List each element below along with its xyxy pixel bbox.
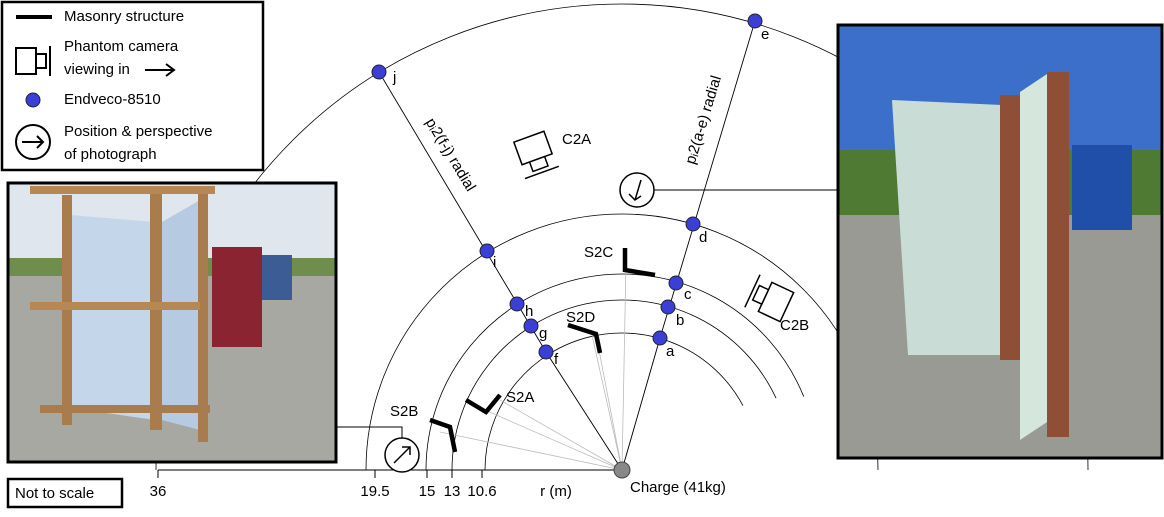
masonry-wall	[466, 395, 500, 412]
photo-wall	[892, 100, 1002, 355]
sight-line	[592, 335, 622, 470]
range-arc	[366, 214, 878, 470]
photo-timber	[198, 192, 208, 442]
sensor	[539, 345, 553, 359]
sensor-label: g	[539, 325, 547, 342]
legend-camera-icon	[16, 48, 36, 74]
legend: Masonry structure Phantom camera viewing…	[2, 2, 263, 170]
sight-line	[440, 432, 622, 470]
charge	[614, 462, 630, 478]
camera	[512, 131, 559, 179]
sensor	[661, 300, 675, 314]
photo-red-box	[212, 247, 262, 347]
axis-tick-label: 10.6	[467, 483, 496, 500]
wall-label: S2B	[390, 403, 418, 420]
sensor-label: d	[699, 229, 707, 246]
sight-line	[478, 407, 622, 470]
legend-camera-icon	[36, 54, 46, 68]
sensor	[686, 217, 700, 231]
wall-label: S2A	[506, 389, 534, 406]
wall-label: S2C	[584, 244, 613, 261]
legend-sensor-icon	[26, 93, 40, 107]
radial-line	[622, 338, 660, 470]
photo-wall	[70, 215, 155, 420]
photo-timber	[30, 186, 215, 194]
note: Not to scale	[15, 485, 94, 502]
sensor	[372, 65, 386, 79]
sensor-label: j	[392, 69, 396, 86]
axis-label: r (m)	[540, 483, 572, 500]
sensor-label: i	[493, 254, 496, 271]
axis-tick-label: 19.5	[360, 483, 389, 500]
right-photo	[838, 25, 1162, 458]
sensor	[669, 276, 683, 290]
legend-label: Masonry structure	[64, 8, 184, 25]
axis-tick-label: 36	[150, 483, 167, 500]
sensor-label: b	[676, 312, 684, 329]
camera-label: C2A	[562, 131, 591, 148]
sensor-label: a	[666, 343, 675, 360]
photo-wall	[1020, 72, 1050, 440]
legend-label: Endveco-8510	[64, 91, 161, 108]
masonry-wall	[430, 420, 455, 452]
page: {"legend": {"items": ["Masonry structure…	[0, 0, 1164, 512]
sight-line	[622, 262, 626, 470]
camera-label: C2B	[780, 317, 809, 334]
sensor	[653, 331, 667, 345]
axis-tick-label: 13	[444, 483, 461, 500]
photo-wall	[162, 200, 200, 430]
sensor	[524, 319, 538, 333]
axis-tick-label: 15	[419, 483, 436, 500]
wall-label: S2D	[566, 309, 595, 326]
sensor-label: f	[554, 351, 559, 368]
sensor-label: c	[684, 286, 692, 303]
legend-label: viewing in	[64, 61, 130, 78]
photo-brick-edge	[1047, 72, 1069, 437]
photo-timber	[40, 405, 210, 413]
sensor	[480, 244, 494, 258]
sensor-label: e	[761, 26, 769, 43]
left-photo	[8, 183, 336, 462]
photo-timber	[30, 302, 200, 310]
legend-label: Phantom camera	[64, 38, 179, 55]
sensor	[510, 297, 524, 311]
radial-label: pᵢ2(f-j) radial	[422, 115, 479, 194]
photo-blue-box	[1072, 145, 1132, 230]
sensor	[748, 14, 762, 28]
radial-line	[660, 21, 755, 338]
radial-label: pᵢ2(a-e) radial	[682, 74, 725, 167]
photo-blue-box	[262, 255, 292, 300]
charge-label: Charge (41kg)	[630, 479, 726, 496]
sensor-label: h	[525, 303, 533, 320]
legend-label: Position & perspective	[64, 123, 212, 140]
photo-position	[620, 173, 654, 207]
diagram: 36 19.5 15 13 10.6 r (m) pᵢ2(f-j) radial pᵢ2(a-…	[0, 0, 1164, 512]
legend-label: of photograph	[64, 146, 157, 163]
photo-brick-edge	[1000, 95, 1022, 360]
masonry-wall	[625, 248, 655, 275]
sight-line	[500, 400, 622, 470]
